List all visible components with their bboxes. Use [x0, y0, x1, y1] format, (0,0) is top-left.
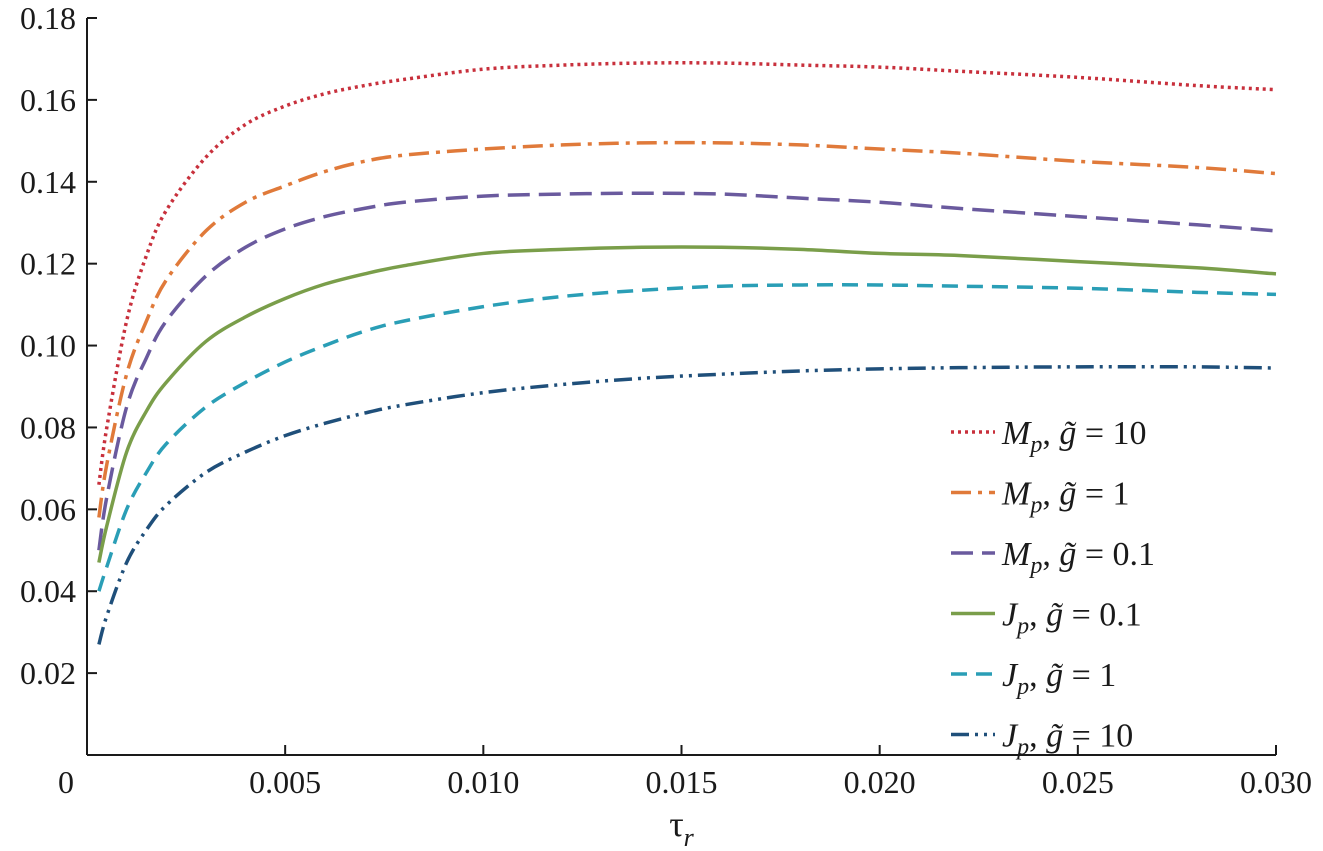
series-line-jp-g0_1 [97, 245, 1277, 563]
legend-value: 1 [1099, 657, 1116, 694]
legend-equals: = [1076, 536, 1112, 573]
legend-separator: , [1042, 536, 1059, 573]
series-line-jp-g1 [97, 283, 1277, 592]
series-layer [97, 61, 1277, 645]
legend-value: 10 [1113, 415, 1147, 452]
legend-equals: = [1063, 657, 1099, 694]
legend-equals: = [1063, 718, 1099, 755]
y-tick-label: 0.06 [20, 491, 76, 527]
x-axis-title-subscript: r [684, 823, 695, 851]
legend-subscript: p [1015, 614, 1029, 640]
legend-entry-label: Jp, g̃ = 1 [1002, 657, 1116, 700]
legend-entry-label: Jp, g̃ = 10 [1002, 718, 1133, 761]
legend-separator: , [1042, 476, 1059, 513]
legend-g-tilde: g̃ [1059, 536, 1077, 573]
x-tick-label: 0.005 [249, 764, 321, 800]
x-tick-label: 0 [58, 764, 74, 800]
legend-separator: , [1042, 415, 1059, 452]
legend-entry-label: Jp, g̃ = 0.1 [1002, 597, 1142, 640]
y-tick-label: 0.14 [20, 164, 76, 200]
legend-g-tilde: g̃ [1046, 597, 1064, 634]
legend-subscript: p [1028, 493, 1042, 519]
y-tick-label: 0.10 [20, 328, 76, 364]
legend-symbol: M [1001, 415, 1032, 452]
legend-symbol: J [1002, 597, 1019, 634]
legend-g-tilde: g̃ [1059, 476, 1077, 513]
legend-separator: , [1029, 657, 1046, 694]
y-tick-label: 0.18 [20, 0, 76, 36]
legend-entry-label: Mp, g̃ = 10 [1001, 415, 1147, 458]
x-axis-title: τr [669, 804, 694, 851]
legend-symbol: J [1002, 657, 1019, 694]
legend-entry-label: Mp, g̃ = 1 [1001, 476, 1130, 519]
legend-separator: , [1029, 597, 1046, 634]
legend-subscript: p [1015, 735, 1029, 761]
x-tick-label: 0.015 [646, 764, 718, 800]
legend-entry-label: Mp, g̃ = 0.1 [1001, 536, 1155, 579]
legend-value: 0.1 [1099, 597, 1142, 634]
legend-separator: , [1029, 718, 1046, 755]
x-tick-label: 0.030 [1240, 764, 1312, 800]
series-line-jp-g10 [97, 364, 1277, 645]
axes: 0 0.005 0.010 0.015 0.020 0.025 0.030 0.02 0.04 0… [20, 0, 1312, 800]
legend-value: 0.1 [1113, 536, 1156, 573]
legend-g-tilde: g̃ [1046, 657, 1064, 694]
legend-symbol: M [1001, 536, 1032, 573]
legend-g-tilde: g̃ [1059, 415, 1077, 452]
legend-subscript: p [1015, 674, 1029, 700]
legend-subscript: p [1028, 553, 1042, 579]
legend-symbol: M [1001, 476, 1032, 513]
x-axis-title-main: τ [669, 804, 683, 844]
y-tick-label: 0.04 [20, 573, 76, 609]
y-tick-label: 0.16 [20, 82, 76, 118]
series-line-mp-g0_1 [97, 191, 1277, 551]
y-tick-label: 0.12 [20, 246, 76, 282]
x-tick-label: 0.020 [844, 764, 916, 800]
legend-symbol: J [1002, 718, 1019, 755]
legend-subscript: p [1028, 432, 1042, 458]
x-tick-label: 0.025 [1042, 764, 1114, 800]
y-tick-label: 0.08 [20, 409, 76, 445]
x-tick-label: 0.010 [447, 764, 519, 800]
series-line-mp-g1 [97, 140, 1277, 518]
legend-value: 10 [1099, 718, 1133, 755]
series-line-mp-g10 [97, 61, 1277, 486]
legend-equals: = [1063, 597, 1099, 634]
legend-value: 1 [1113, 476, 1130, 513]
y-tick-label: 0.02 [20, 655, 76, 691]
legend-equals: = [1076, 415, 1112, 452]
legend-g-tilde: g̃ [1046, 718, 1064, 755]
legend-equals: = [1076, 476, 1112, 513]
